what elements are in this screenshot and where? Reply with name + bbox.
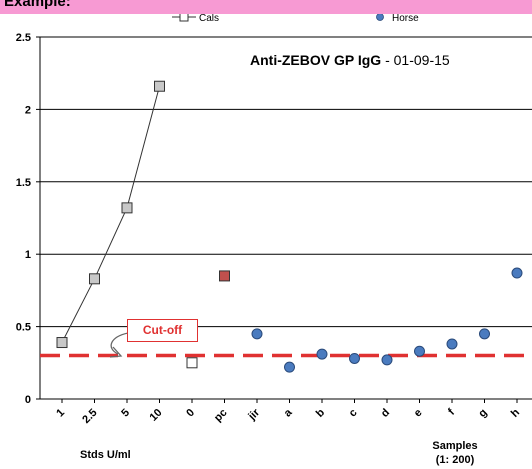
cutoff-arrow bbox=[110, 332, 129, 355]
y-tick-label: 0 bbox=[25, 394, 31, 406]
group-label-samples: Samples bbox=[432, 440, 477, 452]
horse-point bbox=[479, 328, 490, 340]
y-tick-label: 2.5 bbox=[16, 32, 31, 44]
cutoff-arrowhead bbox=[109, 346, 123, 358]
x-tick-label: g bbox=[476, 407, 489, 420]
x-tick-label: jir bbox=[246, 406, 263, 423]
y-tick-label: 2 bbox=[25, 104, 31, 116]
banner: Example: bbox=[0, 0, 532, 14]
cutoff-label: Cut-off bbox=[127, 319, 198, 342]
x-tick-label: b bbox=[314, 406, 327, 419]
legend-marker-horse bbox=[376, 13, 384, 21]
series-line-cals bbox=[61, 86, 160, 343]
horse-point bbox=[446, 338, 458, 350]
cals-point bbox=[89, 273, 100, 285]
legend-marker-cals bbox=[179, 12, 189, 22]
x-tick-label: 10 bbox=[147, 407, 164, 424]
x-tick-label: e bbox=[412, 407, 425, 420]
horse-point bbox=[284, 361, 295, 373]
horse-point bbox=[414, 345, 425, 357]
y-tick-label: 0.5 bbox=[16, 322, 31, 334]
control-point bbox=[186, 357, 198, 369]
horse-point bbox=[251, 328, 263, 340]
control-point bbox=[219, 270, 230, 282]
x-tick-label: a bbox=[282, 406, 295, 419]
x-tick-label: f bbox=[446, 406, 457, 417]
horse-point bbox=[316, 348, 328, 360]
legend-label-cals: Cals bbox=[199, 13, 219, 24]
chart-title: Anti-ZEBOV GP IgG - 01-09-15 bbox=[250, 52, 450, 68]
x-tick-label: pc bbox=[212, 407, 230, 425]
x-tick-label: 5 bbox=[119, 407, 132, 420]
banner-text: Example: bbox=[4, 0, 71, 10]
group-label-stds: Stds U/ml bbox=[80, 449, 131, 461]
legend-label-horse: Horse bbox=[392, 13, 419, 24]
cals-point bbox=[121, 202, 133, 214]
x-tick-label: d bbox=[379, 407, 392, 420]
cals-point bbox=[154, 80, 165, 92]
x-tick-label: h bbox=[509, 406, 522, 419]
group-label-dilution: (1: 200) bbox=[436, 454, 475, 466]
horse-point bbox=[349, 352, 360, 364]
x-tick-label: 1 bbox=[54, 407, 67, 420]
x-tick-label: 2.5 bbox=[80, 407, 99, 426]
x-tick-label: c bbox=[347, 407, 360, 420]
y-tick-label: 1 bbox=[25, 249, 31, 261]
cals-point bbox=[56, 337, 68, 349]
y-tick-label: 1.5 bbox=[16, 177, 31, 189]
horse-point bbox=[511, 267, 523, 279]
x-tick-label: 0 bbox=[184, 407, 197, 420]
horse-point bbox=[381, 354, 393, 366]
